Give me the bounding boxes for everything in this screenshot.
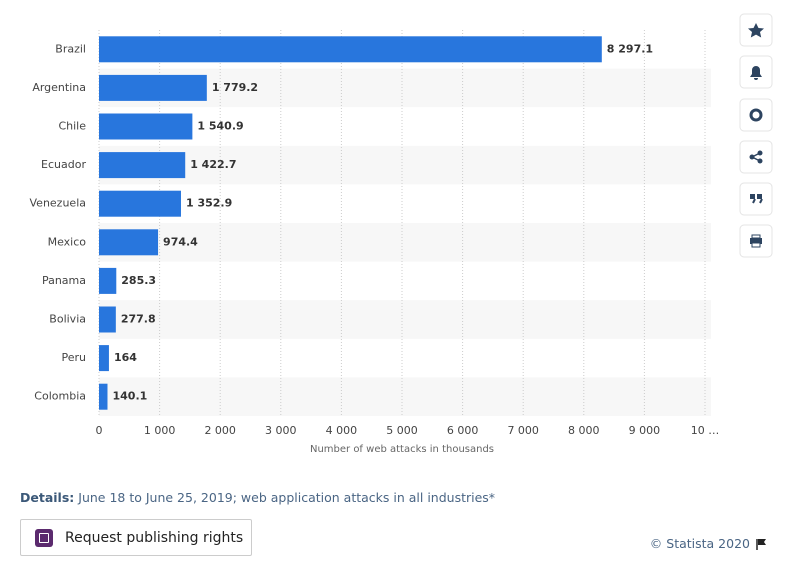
print-button[interactable] bbox=[739, 224, 773, 258]
button-label: Request publishing rights bbox=[65, 529, 244, 546]
y-tick-label: Colombia bbox=[34, 390, 86, 403]
value-label: 1 422.7 bbox=[190, 158, 236, 171]
x-tick-label: 4 000 bbox=[326, 424, 358, 437]
copyright: © Statista 2020 bbox=[650, 536, 767, 551]
bar bbox=[99, 190, 181, 217]
alert-button[interactable] bbox=[739, 55, 773, 89]
x-tick-label: 2 000 bbox=[204, 424, 236, 437]
side-toolbar bbox=[739, 13, 773, 258]
x-tick-label: 3 000 bbox=[265, 424, 297, 437]
y-tick-label: Peru bbox=[61, 351, 86, 364]
x-tick-label: 5 000 bbox=[386, 424, 418, 437]
button-icon bbox=[35, 528, 53, 547]
value-label: 8 297.1 bbox=[607, 42, 653, 55]
share-button[interactable] bbox=[739, 140, 773, 174]
row-band bbox=[99, 223, 711, 262]
bar bbox=[99, 345, 109, 372]
favorite-button[interactable] bbox=[739, 13, 773, 47]
value-label: 285.3 bbox=[121, 274, 156, 287]
bar bbox=[99, 152, 186, 179]
bar bbox=[99, 36, 602, 63]
y-tick-label: Brazil bbox=[55, 42, 86, 55]
flag-icon bbox=[756, 538, 766, 550]
value-label: 1 540.9 bbox=[197, 120, 243, 133]
details-text: June 18 to June 25, 2019; web applicatio… bbox=[78, 490, 496, 505]
row-band bbox=[99, 145, 711, 185]
y-tick-label: Panama bbox=[42, 274, 86, 287]
value-label: 140.1 bbox=[112, 390, 147, 403]
cite-button[interactable] bbox=[739, 182, 773, 216]
value-label: 1 352.9 bbox=[186, 197, 232, 210]
bar bbox=[99, 229, 159, 256]
x-tick-label: 0 bbox=[96, 424, 103, 437]
y-tick-label: Venezuela bbox=[30, 197, 87, 210]
bar bbox=[99, 267, 117, 294]
y-tick-label: Ecuador bbox=[41, 158, 86, 171]
x-tick-label: 1 000 bbox=[144, 424, 176, 437]
value-label: 974.4 bbox=[163, 235, 198, 248]
x-tick-label: 10 … bbox=[691, 424, 720, 437]
x-tick-label: 6 000 bbox=[447, 424, 479, 437]
settings-button[interactable] bbox=[739, 98, 773, 132]
y-tick-label: Chile bbox=[58, 120, 86, 133]
publishing-rights-button[interactable]: Request publishing rights bbox=[20, 519, 252, 556]
value-label: 164 bbox=[114, 351, 137, 364]
bar bbox=[99, 74, 207, 101]
bar bbox=[99, 306, 116, 333]
details: Details: June 18 to June 25, 2019; web a… bbox=[20, 490, 495, 505]
copyright-text: © Statista 2020 bbox=[649, 536, 750, 551]
details-label: Details: bbox=[20, 490, 75, 505]
row-band bbox=[99, 300, 711, 339]
chart: 0 1 000 2 000 3 000 4 000 5 000 6 000 7 000 8 00… bbox=[30, 13, 773, 455]
x-tick-label: 7 000 bbox=[507, 424, 539, 437]
bar bbox=[99, 383, 108, 410]
row-band bbox=[99, 377, 711, 416]
value-label: 1 779.2 bbox=[212, 81, 258, 94]
x-tick-label: 9 000 bbox=[629, 424, 661, 437]
y-tick-label: Mexico bbox=[48, 235, 87, 248]
value-label: 277.8 bbox=[121, 313, 156, 326]
bar bbox=[99, 113, 193, 140]
x-axis-label: Number of web attacks in thousands bbox=[310, 444, 494, 455]
y-tick-label: Bolivia bbox=[49, 313, 86, 326]
plot: 0 1 000 2 000 3 000 4 000 5 000 6 000 7 000 8 00… bbox=[30, 30, 720, 437]
y-tick-label: Argentina bbox=[32, 81, 86, 94]
x-tick-label: 8 000 bbox=[568, 424, 600, 437]
